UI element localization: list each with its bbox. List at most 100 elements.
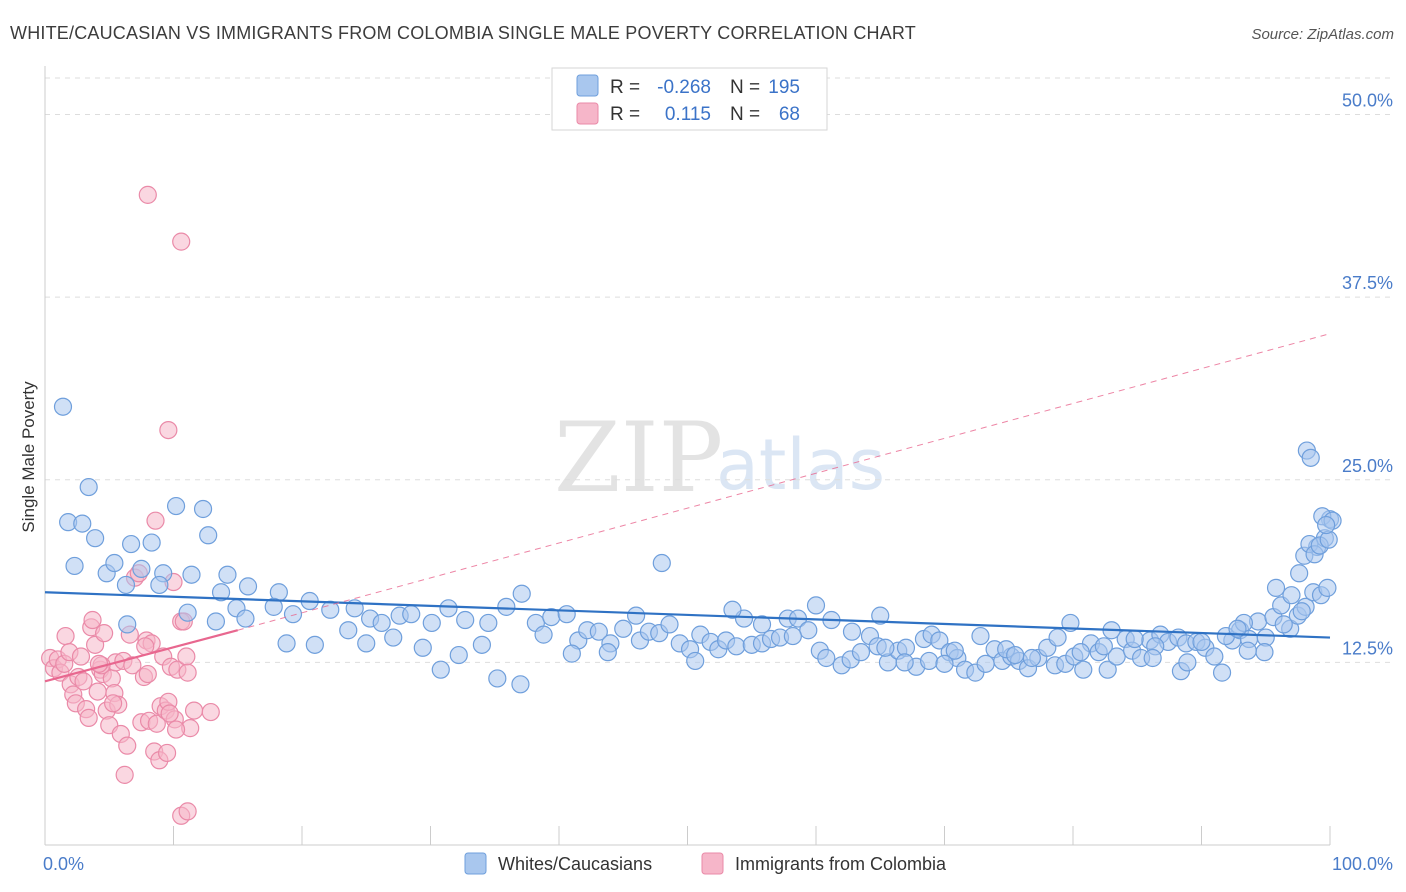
stats-box: R = -0.268 N = 195 R = 0.115 N = 68 (551, 67, 828, 131)
point-whites-46 (384, 628, 403, 647)
point-colombia-54 (177, 647, 196, 666)
point-colombia-56 (184, 701, 204, 720)
point-colombia-62 (104, 694, 123, 713)
point-whites-153 (919, 651, 939, 671)
point-whites-14 (132, 559, 151, 578)
point-whites-40 (118, 615, 137, 634)
point-whites-180 (1292, 602, 1311, 621)
point-whites-188 (1290, 564, 1309, 583)
point-whites-21 (211, 583, 231, 602)
trend-line-colombia (44, 629, 239, 683)
point-colombia-12 (74, 672, 93, 691)
point-colombia-58 (138, 664, 157, 684)
point-whites-13 (116, 575, 136, 595)
point-colombia-72 (178, 802, 197, 821)
series-colombia-points (41, 185, 220, 825)
point-whites-47 (413, 638, 432, 657)
point-colombia-30 (115, 765, 134, 784)
point-whites-191 (1301, 448, 1320, 467)
point-whites-12 (105, 553, 124, 573)
point-whites-37 (479, 613, 498, 633)
point-whites-55 (557, 605, 576, 624)
point-whites-161 (1125, 629, 1144, 649)
stats-r-label-1: R = (610, 77, 640, 98)
chart-title: WHITE/CAUCASIAN VS IMMIGRANTS FROM COLOM… (10, 23, 916, 43)
point-colombia-60 (146, 511, 165, 530)
point-colombia-31 (118, 736, 137, 755)
point-whites-159 (1071, 643, 1090, 662)
point-whites-171 (876, 638, 895, 657)
point-whites-35 (439, 599, 458, 618)
point-whites-10 (65, 556, 84, 576)
watermark-atlas: atlas (716, 424, 885, 506)
series-whites-points (53, 397, 1342, 694)
point-whites-31 (372, 613, 391, 633)
point-whites-49 (449, 645, 468, 665)
point-whites-138 (1318, 578, 1337, 597)
point-whites-176 (1143, 648, 1162, 668)
stats-r-value-2: 0.115 (665, 104, 711, 125)
point-whites-146 (723, 600, 742, 619)
point-whites-48 (431, 660, 450, 679)
watermark: ZIP atlas (554, 402, 885, 514)
point-whites-4 (86, 529, 105, 548)
point-whites-150 (842, 622, 862, 641)
point-whites-179 (1274, 615, 1293, 634)
point-whites-169 (1228, 619, 1247, 638)
point-colombia-64 (157, 743, 177, 763)
point-whites-177 (1178, 653, 1197, 672)
legend-swatch-whites (464, 852, 487, 875)
point-whites-167 (1266, 578, 1286, 597)
point-whites-45 (357, 634, 376, 653)
point-whites-50 (472, 635, 491, 654)
point-whites-151 (871, 606, 890, 625)
y-tick-label-1: 25.0% (1342, 456, 1393, 476)
point-whites-7 (166, 496, 186, 516)
axes (44, 66, 1331, 846)
point-whites-109 (1074, 660, 1093, 679)
point-whites-160 (1094, 637, 1113, 656)
point-whites-112 (1098, 660, 1117, 679)
point-colombia-11 (71, 647, 91, 666)
point-whites-168 (1282, 586, 1301, 605)
point-whites-38 (497, 597, 516, 616)
point-whites-8 (193, 499, 213, 519)
point-whites-170 (806, 596, 826, 615)
point-whites-25 (264, 597, 283, 616)
y-tick-labels: 12.5% 25.0% 37.5% 50.0% (1342, 91, 1393, 659)
point-whites-34 (422, 613, 441, 633)
point-whites-58 (589, 622, 608, 641)
point-whites-158 (1048, 628, 1067, 647)
point-colombia-14 (79, 708, 98, 727)
point-whites-172 (935, 654, 954, 673)
point-whites-142 (562, 644, 581, 663)
point-colombia-16 (83, 610, 102, 630)
stats-swatch-pink (576, 102, 599, 125)
point-whites-44 (339, 621, 358, 640)
point-whites-71 (727, 637, 746, 656)
point-whites-3 (73, 514, 92, 533)
y-tick-label-2: 37.5% (1342, 273, 1393, 293)
point-whites-141 (534, 625, 553, 644)
watermark-zip: ZIP (554, 402, 723, 514)
point-colombia-57 (160, 704, 179, 723)
point-whites-0 (53, 397, 73, 416)
point-whites-79 (799, 621, 818, 640)
point-whites-20 (150, 575, 169, 595)
point-whites-51 (488, 669, 507, 688)
point-whites-148 (783, 626, 802, 646)
point-colombia-66 (201, 702, 220, 722)
x-tick-label-1: 100.0% (1332, 854, 1393, 874)
stats-r-value-1: -0.268 (657, 77, 711, 98)
point-colombia-70 (159, 420, 178, 440)
point-whites-125 (1212, 663, 1232, 682)
point-whites-52 (511, 675, 530, 694)
point-whites-84 (851, 643, 871, 662)
point-whites-39 (512, 584, 531, 603)
point-colombia-67 (89, 654, 109, 673)
point-colombia-18 (88, 682, 107, 701)
y-tick-label-0: 12.5% (1342, 638, 1393, 658)
point-whites-42 (277, 634, 296, 653)
point-colombia-65 (166, 720, 186, 739)
gridlines (45, 77, 1394, 663)
